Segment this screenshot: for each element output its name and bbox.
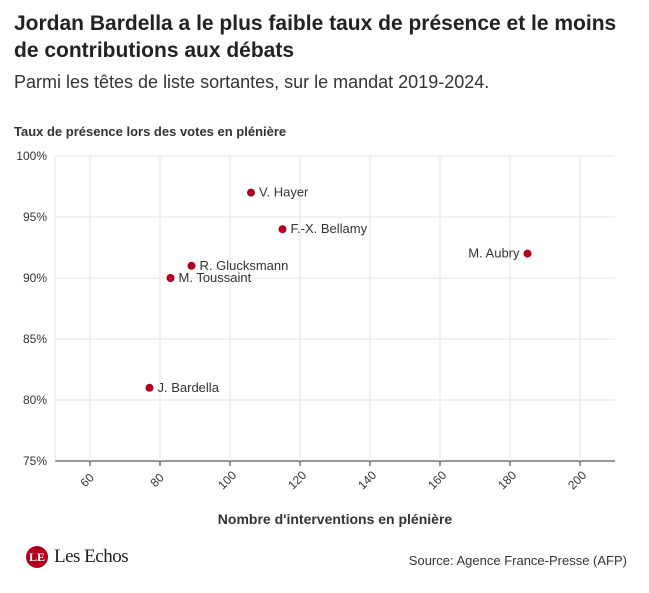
point-label: J. Bardella (158, 380, 220, 395)
y-tick-label: 75% (23, 454, 47, 468)
x-tick-label: 80 (147, 470, 167, 490)
y-tick-labels: 75% 80% 85% 90% 95% 100% (16, 149, 47, 468)
y-axis-label: Taux de présence lors des votes en pléni… (14, 124, 287, 139)
point-label: R. Glucksmann (200, 258, 289, 273)
y-tick-label: 80% (23, 393, 47, 407)
x-tick-label: 140 (355, 468, 379, 492)
x-tick-label: 180 (495, 468, 519, 492)
x-tick-label: 120 (285, 468, 309, 492)
data-point (278, 225, 287, 234)
point-labels: V. Hayer F.-X. Bellamy M. Aubry R. Glucksma… (158, 185, 520, 395)
x-tick-label: 160 (425, 468, 449, 492)
point-label: V. Hayer (259, 185, 309, 200)
y-tick-label: 95% (23, 210, 47, 224)
les-echos-logo: LE Les Echos (26, 546, 129, 568)
logo-text: Les Echos (54, 546, 129, 567)
data-point (166, 274, 175, 282)
source-note: Source: Agence France-Presse (AFP) (408, 553, 627, 568)
point-label: M. Aubry (468, 246, 520, 261)
y-tick-label: 90% (23, 271, 47, 285)
x-axis-label: Nombre d'interventions en plénière (218, 511, 453, 527)
scatter-chart: 75% 80% 85% 90% 95% 100% 60 80 100 120 140 160 180 2… (16, 149, 615, 527)
data-point (145, 383, 154, 392)
data-point (247, 188, 255, 197)
chart-title: Jordan Bardella a le plus faible taux de… (14, 12, 617, 62)
data-points (145, 188, 532, 392)
logo-icon: LE (26, 546, 48, 568)
data-point (187, 261, 196, 270)
x-tick-labels: 60 80 100 120 140 160 180 200 (77, 468, 589, 492)
x-tick-label: 60 (77, 470, 97, 490)
y-tick-label: 100% (16, 149, 47, 163)
x-tick-label: 200 (565, 468, 589, 492)
point-label: M. Toussaint (179, 270, 252, 285)
point-label: F.-X. Bellamy (291, 221, 368, 236)
y-tick-label: 85% (23, 332, 47, 346)
x-tick-label: 100 (215, 468, 239, 492)
data-point (523, 249, 532, 258)
chart-subtitle: Parmi les têtes de liste sortantes, sur … (14, 72, 490, 92)
grid (54, 155, 615, 466)
